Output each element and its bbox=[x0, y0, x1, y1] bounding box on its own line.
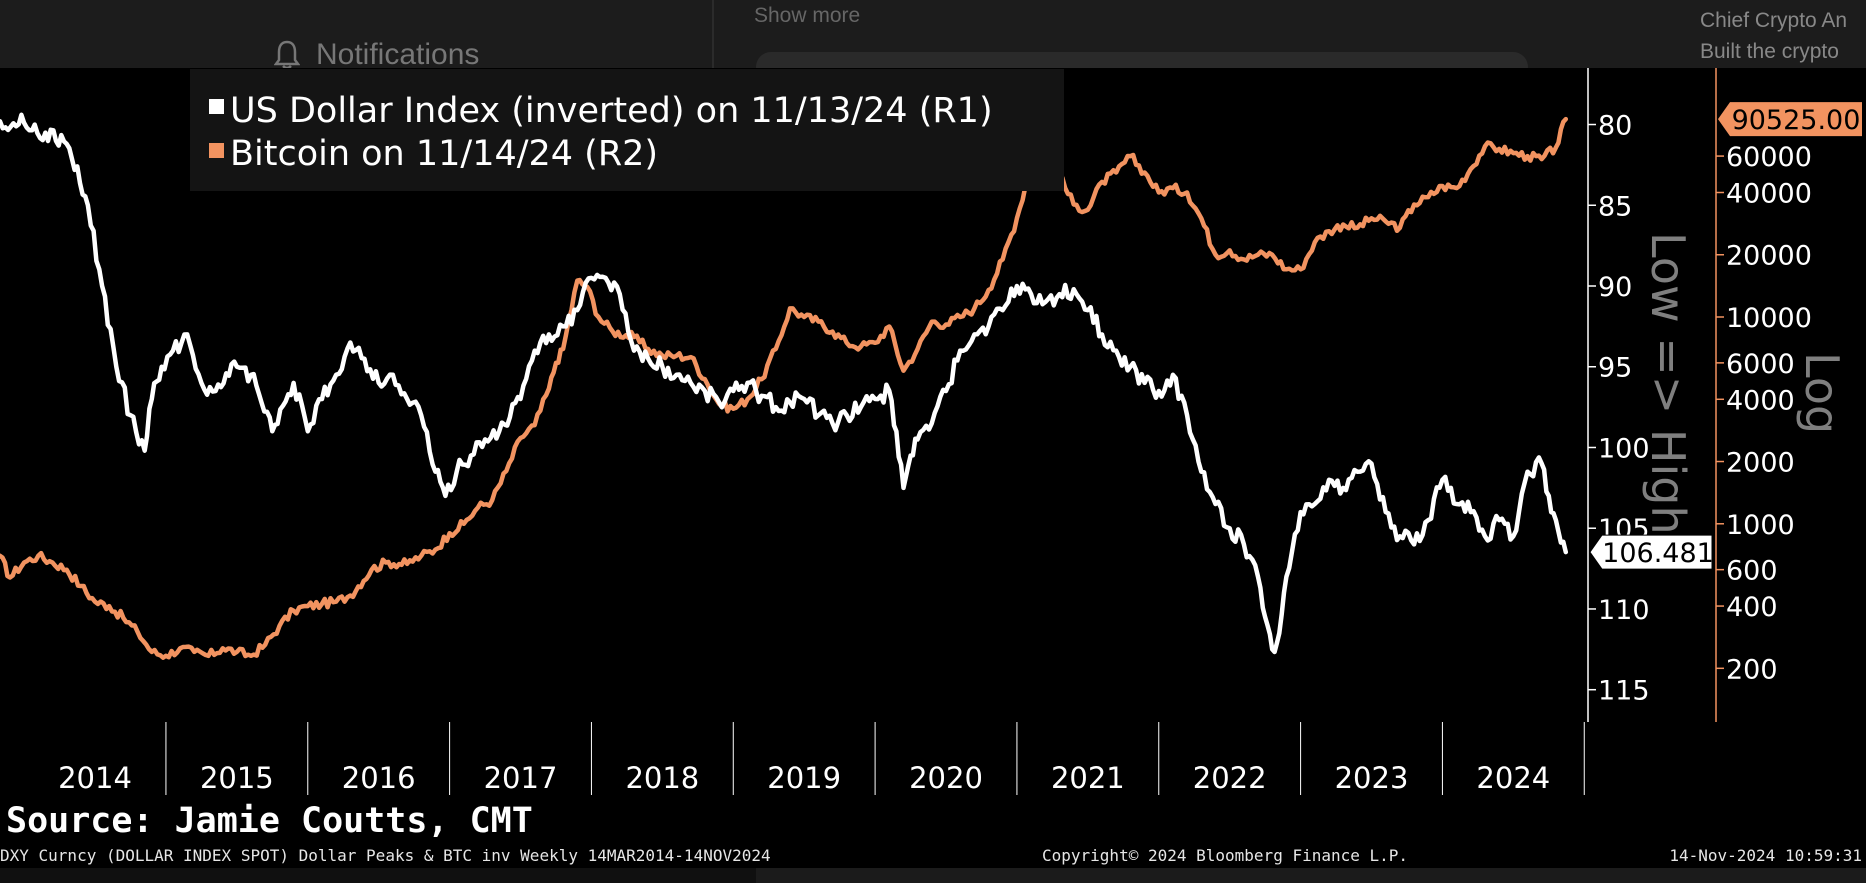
legend-label-dxy: US Dollar Index (inverted) on 11/13/24 (… bbox=[230, 91, 993, 131]
x-tick-label: 2020 bbox=[909, 761, 983, 795]
author-title: Chief Crypto An bbox=[1700, 9, 1848, 32]
notifications-label: Notifications bbox=[316, 38, 480, 71]
dxy-last-value-label: 106.481 bbox=[1602, 538, 1714, 569]
source-caption: Source: Jamie Coutts, CMT bbox=[6, 801, 533, 841]
chart-area: 8085909510010511011520040060010002000400… bbox=[0, 68, 1862, 795]
r2-tick-label: 10000 bbox=[1726, 303, 1812, 334]
r2-axis-annotation: Log bbox=[1795, 352, 1849, 434]
r1-tick-label: 115 bbox=[1598, 676, 1650, 707]
show-more-link[interactable]: Show more bbox=[754, 4, 861, 27]
btc-last-value-callout bbox=[1718, 102, 1862, 137]
legend-swatch-btc bbox=[209, 143, 224, 158]
x-tick-label: 2017 bbox=[484, 761, 558, 795]
legend-label-btc: Bitcoin on 11/14/24 (R2) bbox=[230, 134, 658, 174]
footer-timestamp: 14-Nov-2024 10:59:31 bbox=[1669, 846, 1862, 865]
x-tick-label: 2024 bbox=[1476, 761, 1550, 795]
r1-tick-label: 85 bbox=[1598, 191, 1632, 222]
r1-tick-label: 95 bbox=[1598, 353, 1632, 384]
column-divider bbox=[712, 0, 714, 68]
r1-tick-label: 80 bbox=[1598, 111, 1632, 142]
x-tick-label: 2015 bbox=[200, 761, 274, 795]
r1-axis-annotation: Low => High bbox=[1641, 232, 1695, 535]
x-tick-label: 2021 bbox=[1051, 761, 1125, 795]
background-table-strip bbox=[756, 868, 1866, 883]
x-tick-label: 2019 bbox=[767, 761, 841, 795]
footer-copyright: Copyright© 2024 Bloomberg Finance L.P. bbox=[1042, 846, 1409, 865]
r2-tick-label: 4000 bbox=[1726, 385, 1795, 416]
r1-tick-label: 110 bbox=[1598, 595, 1650, 626]
background-app-header: Notifications Show more Chief Crypto An … bbox=[0, 0, 1866, 82]
author-bio: Built the crypto bbox=[1700, 40, 1839, 63]
x-tick-label: 2016 bbox=[342, 761, 416, 795]
bitcoin-line bbox=[0, 116, 1569, 660]
footer-ticker-description: DXY Curncy (DOLLAR INDEX SPOT) Dollar Pe… bbox=[0, 846, 771, 865]
x-tick-label: 2018 bbox=[625, 761, 699, 795]
x-tick-label: 2023 bbox=[1335, 761, 1409, 795]
bloomberg-footer: DXY Curncy (DOLLAR INDEX SPOT) Dollar Pe… bbox=[0, 846, 1866, 868]
r2-tick-label: 600 bbox=[1726, 556, 1778, 587]
r2-tick-label: 60000 bbox=[1726, 142, 1812, 173]
r1-tick-label: 100 bbox=[1598, 433, 1650, 464]
x-tick-label: 2014 bbox=[58, 761, 132, 795]
dxy-last-value-callout bbox=[1589, 534, 1713, 570]
notifications-nav-item[interactable]: Notifications bbox=[274, 38, 479, 72]
x-axis-labels: 2014 2015 2016 2017 2018 2019 2020 2021 2022 2023… bbox=[58, 761, 1550, 795]
x-axis-dividers bbox=[165, 722, 1585, 795]
legend: US Dollar Index (inverted) on 11/13/24 (… bbox=[190, 69, 1064, 191]
r2-tick-label: 6000 bbox=[1726, 349, 1795, 380]
r1-tick-label: 90 bbox=[1598, 272, 1632, 303]
axes-group: 8085909510010511011520040060010002000400… bbox=[1587, 68, 1812, 722]
r2-tick-label: 20000 bbox=[1726, 241, 1812, 272]
legend-background bbox=[190, 69, 1064, 191]
r2-tick-label: 2000 bbox=[1726, 448, 1795, 479]
last-value-callouts: 106.481 90525.00 bbox=[1589, 102, 1862, 570]
btc-last-value-label: 90525.00 bbox=[1732, 105, 1861, 136]
r2-tick-label: 40000 bbox=[1726, 178, 1812, 209]
x-tick-label: 2022 bbox=[1193, 761, 1267, 795]
bitcoin-series-group bbox=[0, 116, 1569, 660]
r2-tick-label: 400 bbox=[1726, 592, 1778, 623]
legend-swatch-dxy bbox=[209, 99, 224, 114]
background-app-footer bbox=[0, 868, 1866, 883]
r2-tick-label: 200 bbox=[1726, 654, 1778, 685]
r2-tick-label: 1000 bbox=[1726, 510, 1795, 541]
dxy-inverted-line bbox=[0, 112, 1569, 655]
dxy-series-group bbox=[0, 112, 1569, 655]
